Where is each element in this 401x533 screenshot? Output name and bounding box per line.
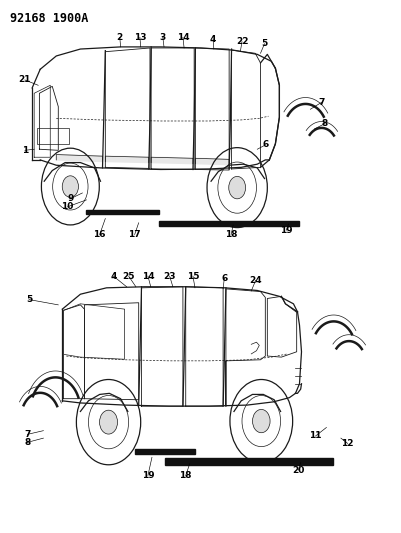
Bar: [164, 458, 332, 465]
Text: 5: 5: [26, 295, 32, 304]
Polygon shape: [105, 156, 148, 163]
Circle shape: [99, 410, 117, 434]
Text: 7: 7: [24, 430, 30, 439]
Text: 9: 9: [67, 195, 73, 203]
Circle shape: [252, 409, 269, 433]
Text: 17: 17: [128, 230, 141, 239]
Polygon shape: [151, 157, 192, 164]
Polygon shape: [195, 158, 229, 165]
Text: 14: 14: [141, 272, 154, 280]
Text: 1: 1: [22, 146, 28, 155]
Circle shape: [228, 176, 245, 199]
Text: 18: 18: [224, 230, 237, 239]
Circle shape: [62, 176, 78, 197]
Text: 6: 6: [221, 274, 227, 282]
Text: 4: 4: [209, 35, 216, 44]
Text: 3: 3: [159, 33, 166, 42]
Text: 8: 8: [24, 438, 30, 447]
Text: 15: 15: [186, 272, 199, 280]
Bar: [158, 221, 299, 226]
Text: 24: 24: [249, 276, 261, 285]
Text: 25: 25: [122, 272, 135, 280]
Bar: [86, 210, 158, 214]
Text: 12: 12: [340, 439, 353, 448]
Text: 2: 2: [116, 33, 123, 42]
Text: 21: 21: [18, 76, 31, 84]
Text: 5: 5: [261, 39, 267, 48]
Text: 19: 19: [141, 471, 154, 480]
Polygon shape: [56, 155, 102, 161]
Text: 6: 6: [261, 141, 268, 149]
Text: 4: 4: [110, 272, 116, 280]
Text: 19: 19: [279, 226, 292, 235]
Text: 8: 8: [321, 119, 327, 128]
Text: 10: 10: [61, 203, 73, 211]
Text: 23: 23: [163, 272, 176, 280]
Bar: [134, 449, 194, 454]
Text: 20: 20: [292, 466, 304, 474]
Bar: [37, 128, 69, 144]
Text: 22: 22: [235, 37, 248, 46]
Text: 16: 16: [93, 230, 106, 239]
Text: 14: 14: [176, 33, 189, 42]
Text: 92168 1900A: 92168 1900A: [10, 12, 88, 25]
Text: 18: 18: [179, 471, 192, 480]
Text: 13: 13: [133, 33, 146, 42]
Text: 7: 7: [318, 98, 324, 107]
Text: 11: 11: [308, 432, 321, 440]
